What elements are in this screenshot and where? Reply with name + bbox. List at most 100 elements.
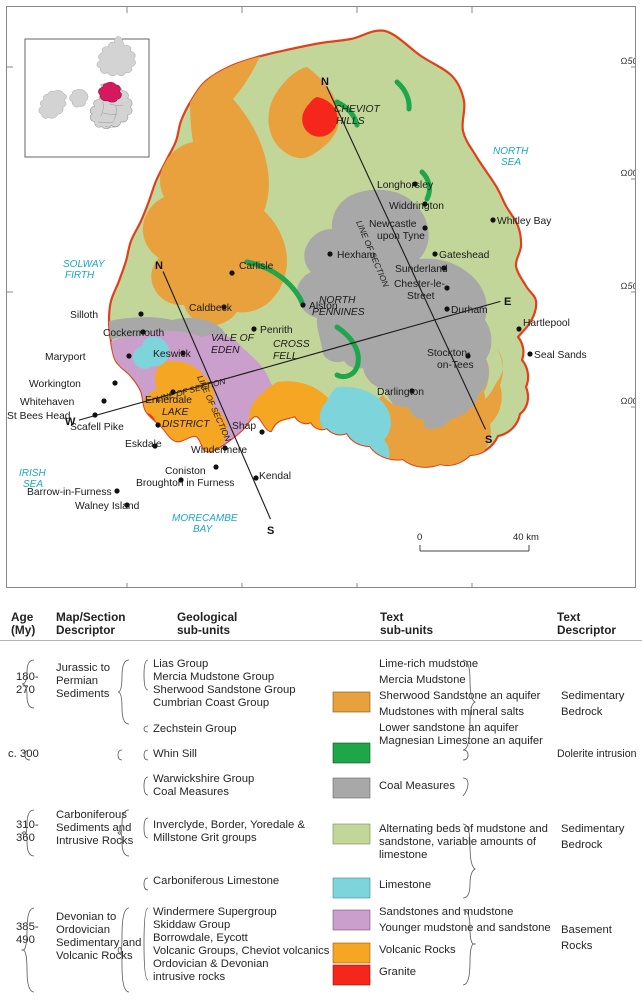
svg-text:intrusive rocks: intrusive rocks (153, 971, 226, 983)
svg-text:Magnesian Limestone an aquifer: Magnesian Limestone an aquifer (379, 735, 543, 747)
svg-text:FIRTH: FIRTH (65, 270, 95, 281)
svg-text:Sediments and: Sediments and (56, 822, 131, 834)
svg-text:Carlisle: Carlisle (239, 261, 274, 272)
svg-text:Shap: Shap (232, 421, 256, 432)
svg-text:SEA: SEA (23, 479, 43, 490)
svg-text:0: 0 (417, 532, 422, 543)
svg-text:Street: Street (407, 291, 435, 302)
svg-text:Darlington: Darlington (377, 387, 424, 398)
svg-text:Rocks: Rocks (561, 940, 593, 952)
svg-text:Longhorsley: Longhorsley (377, 180, 434, 191)
svg-text:Widdrington: Widdrington (389, 201, 444, 212)
svg-text:Ω50: Ω50 (621, 281, 636, 291)
svg-text:S: S (267, 525, 274, 537)
svg-text:on-Tees: on-Tees (437, 360, 474, 371)
svg-text:Zechstein Group: Zechstein Group (153, 723, 237, 735)
svg-text:Alternating beds of mudstone a: Alternating beds of mudstone and (379, 823, 548, 835)
svg-text:Carboniferous: Carboniferous (56, 809, 127, 821)
svg-text:Walney Island: Walney Island (75, 501, 140, 512)
svg-text:Text: Text (380, 610, 403, 624)
svg-text:Sandstones and mudstone: Sandstones and mudstone (379, 906, 513, 918)
svg-text:Devonian to: Devonian to (56, 911, 116, 923)
svg-text:Age: Age (11, 610, 34, 624)
svg-text:BAY: BAY (193, 524, 214, 535)
svg-text:FELL: FELL (273, 351, 298, 362)
svg-text:Stockton-: Stockton- (427, 348, 471, 359)
svg-text:Cockermouth: Cockermouth (103, 328, 165, 339)
svg-text:Geological: Geological (177, 610, 237, 624)
svg-text:limestone: limestone (379, 849, 427, 861)
svg-text:Ordovician & Devonian: Ordovician & Devonian (153, 958, 269, 970)
svg-text:Skiddaw Group: Skiddaw Group (153, 919, 230, 931)
svg-text:Bedrock: Bedrock (561, 706, 603, 718)
svg-text:Mercia Mudstone Group: Mercia Mudstone Group (153, 671, 274, 683)
svg-text:Ordovician: Ordovician (56, 924, 110, 936)
svg-text:Basement: Basement (561, 924, 613, 936)
svg-text:Sedimentary and: Sedimentary and (56, 937, 141, 949)
svg-text:Newcastle: Newcastle (369, 219, 417, 230)
svg-text:EDEN: EDEN (211, 345, 240, 356)
svg-text:Sedimentary: Sedimentary (561, 823, 625, 835)
svg-text:40 km: 40 km (513, 532, 539, 543)
svg-text:NORTH: NORTH (319, 295, 356, 306)
svg-text:upon Tyne: upon Tyne (377, 231, 425, 242)
svg-text:N: N (155, 260, 163, 272)
svg-text:NORTH: NORTH (493, 146, 529, 157)
svg-text:Permian: Permian (56, 675, 98, 687)
svg-text:PENNINES: PENNINES (312, 307, 365, 318)
svg-text:Windermere Supergroup: Windermere Supergroup (153, 906, 277, 918)
svg-text:Warwickshire Group: Warwickshire Group (153, 773, 254, 785)
svg-text:Lias Group: Lias Group (153, 658, 208, 670)
svg-text:Limestone: Limestone (379, 879, 431, 891)
svg-text:SOLWAY: SOLWAY (63, 259, 106, 270)
svg-text:Younger mudstone and sandstone: Younger mudstone and sandstone (379, 922, 551, 934)
svg-text:E: E (504, 296, 511, 308)
svg-text:490: 490 (16, 934, 35, 946)
svg-text:Broughton in Furness: Broughton in Furness (136, 478, 234, 489)
svg-text:Gateshead: Gateshead (439, 250, 490, 261)
svg-text:Sediments: Sediments (56, 688, 110, 700)
svg-text:Ω50: Ω50 (621, 56, 636, 66)
svg-text:Coal Measures: Coal Measures (153, 786, 229, 798)
svg-text:Coal Measures: Coal Measures (379, 780, 455, 792)
svg-text:Cumbrian Coast Group: Cumbrian Coast Group (153, 697, 269, 709)
svg-text:Seal Sands: Seal Sands (534, 350, 587, 361)
svg-text:Hexham: Hexham (337, 250, 375, 261)
svg-text:sandstone, variable amounts of: sandstone, variable amounts of (379, 836, 537, 848)
svg-text:Map/Section: Map/Section (56, 610, 125, 624)
svg-text:Sedimentary: Sedimentary (561, 690, 625, 702)
svg-text:Mercia Mudstone: Mercia Mudstone (379, 674, 466, 686)
svg-text:St Bees Head: St Bees Head (7, 411, 71, 422)
svg-text:Workington: Workington (29, 379, 81, 390)
svg-text:Lower sandstone an aquifer: Lower sandstone an aquifer (379, 722, 519, 734)
svg-text:Sunderland: Sunderland (395, 264, 448, 275)
svg-text:Hartlepool: Hartlepool (523, 318, 570, 329)
svg-text:Granite: Granite (379, 966, 416, 978)
svg-text:IRISH: IRISH (19, 468, 46, 479)
svg-text:Text: Text (557, 610, 580, 624)
svg-text:Ω00: Ω00 (621, 396, 636, 406)
svg-text:DISTRICT: DISTRICT (162, 419, 210, 430)
svg-text:Descriptor: Descriptor (56, 623, 115, 637)
svg-text:Whin Sill: Whin Sill (153, 748, 197, 760)
svg-text:c. 300: c. 300 (8, 748, 39, 760)
svg-text:VALE OF: VALE OF (211, 333, 255, 344)
svg-text:180-: 180- (16, 671, 39, 683)
svg-text:Keswick: Keswick (153, 349, 192, 360)
svg-text:sub-units: sub-units (380, 623, 434, 637)
svg-text:Maryport: Maryport (45, 352, 86, 363)
svg-text:CROSS: CROSS (273, 339, 310, 350)
svg-text:Mudstones with mineral salts: Mudstones with mineral salts (379, 706, 524, 718)
svg-text:Penrith: Penrith (260, 325, 293, 336)
svg-text:Caldbeck: Caldbeck (189, 303, 233, 314)
svg-text:Sherwood Sandstone an aquifer: Sherwood Sandstone an aquifer (379, 690, 541, 702)
svg-text:Eskdale: Eskdale (125, 439, 162, 450)
svg-text:Coniston: Coniston (165, 466, 206, 477)
svg-text:CHEVIOT: CHEVIOT (334, 104, 380, 115)
svg-text:Inverclyde, Border, Yoredale &: Inverclyde, Border, Yoredale & (153, 819, 305, 831)
svg-text:Windermere: Windermere (191, 445, 247, 456)
svg-text:(My): (My) (11, 623, 35, 637)
svg-text:Jurassic to: Jurassic to (56, 662, 110, 674)
svg-text:Millstone Grit groups: Millstone Grit groups (153, 832, 257, 844)
svg-text:Durham: Durham (451, 305, 488, 316)
